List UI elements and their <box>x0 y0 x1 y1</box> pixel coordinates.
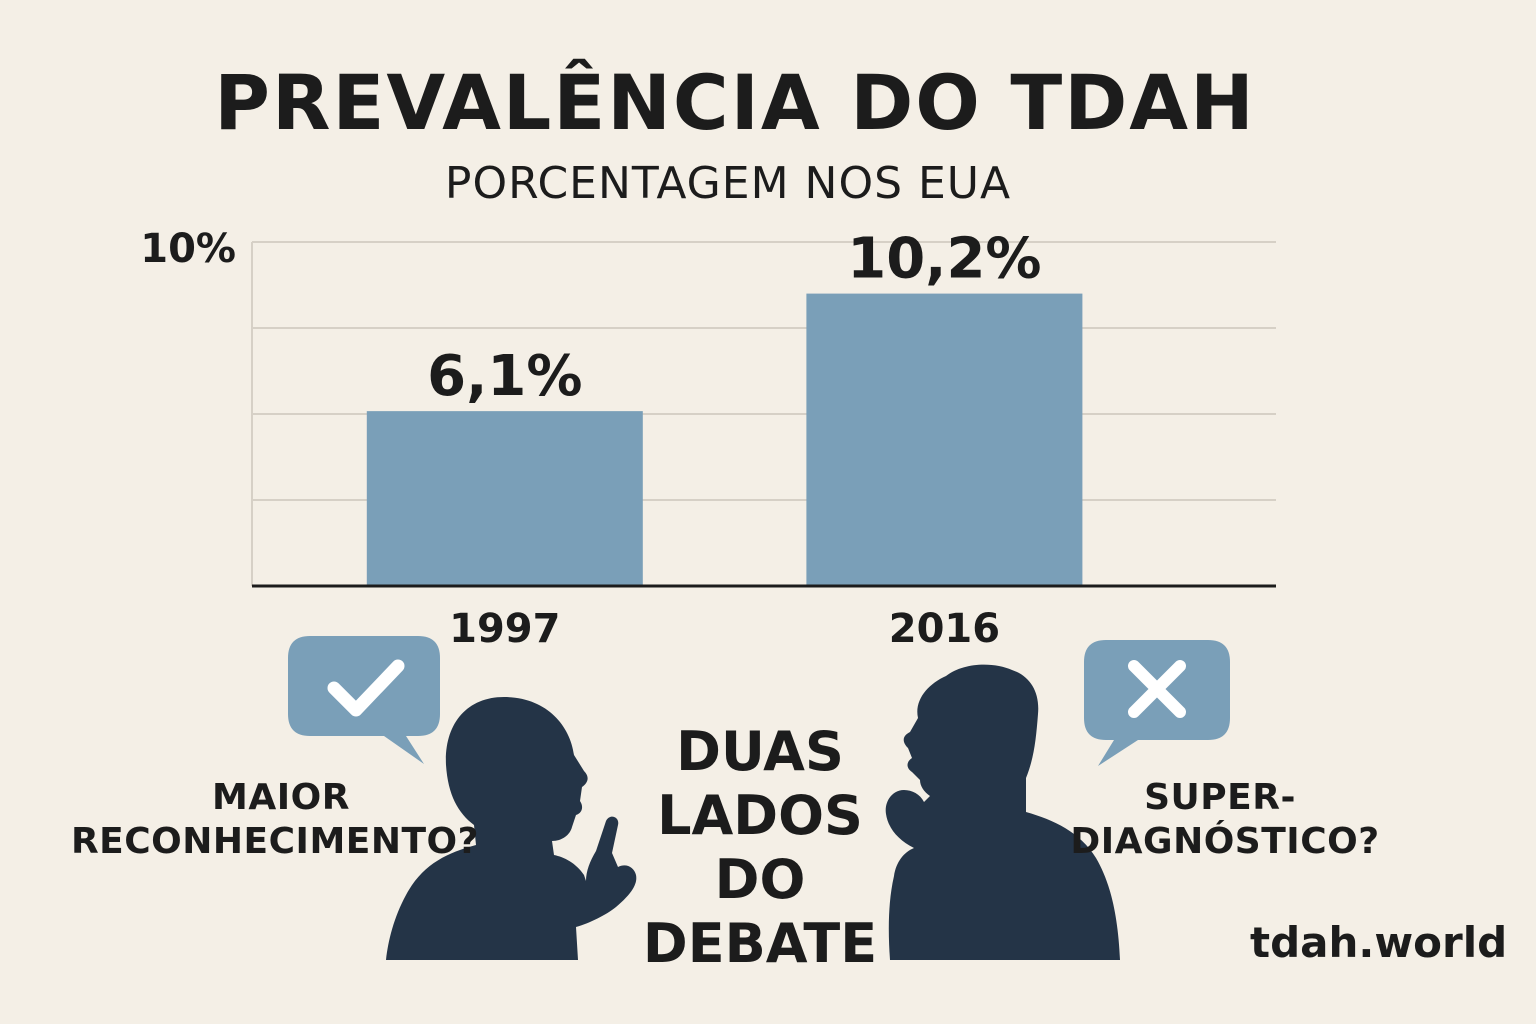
x-icon <box>1128 660 1186 718</box>
x-tick-label-1997: 1997 <box>449 606 560 652</box>
debate-title-line: DO <box>714 848 806 911</box>
chart-title: PREVALÊNCIA DO TDAH <box>214 58 1256 147</box>
debate-title-line: DUAS <box>676 720 844 783</box>
right-label-line2: DIAGNÓSTICO? <box>1070 821 1380 862</box>
debate-title-line: DEBATE <box>642 912 878 975</box>
debate-title: DUAS LADOS DO DEBATE <box>600 720 920 976</box>
left-label-line2: RECONHECIMENTO? <box>70 821 480 862</box>
x-tick-label-2016: 2016 <box>889 606 1000 652</box>
data-label-1997: 6,1% <box>427 344 582 409</box>
debate-title-line: LADOS <box>657 784 863 847</box>
bar-2016 <box>806 293 1083 586</box>
site-url: tdah.world <box>1250 918 1508 967</box>
left-label-line1: MAIOR <box>212 777 350 818</box>
right-person-silhouette <box>885 664 1120 960</box>
left-speech-bubble <box>288 636 440 764</box>
bar-chart: 10% 6,1% 1997 10,2% 2016 <box>140 226 1276 652</box>
y-tick-label: 10% <box>140 226 236 272</box>
bar-1997 <box>366 411 643 586</box>
chart-subtitle: PORCENTAGEM NOS EUA <box>444 158 1012 209</box>
check-icon <box>327 659 405 717</box>
right-speech-bubble <box>1084 640 1230 766</box>
data-label-2016: 10,2% <box>847 227 1041 292</box>
left-person-silhouette <box>386 697 637 960</box>
right-label-line1: SUPER- <box>1144 777 1296 818</box>
